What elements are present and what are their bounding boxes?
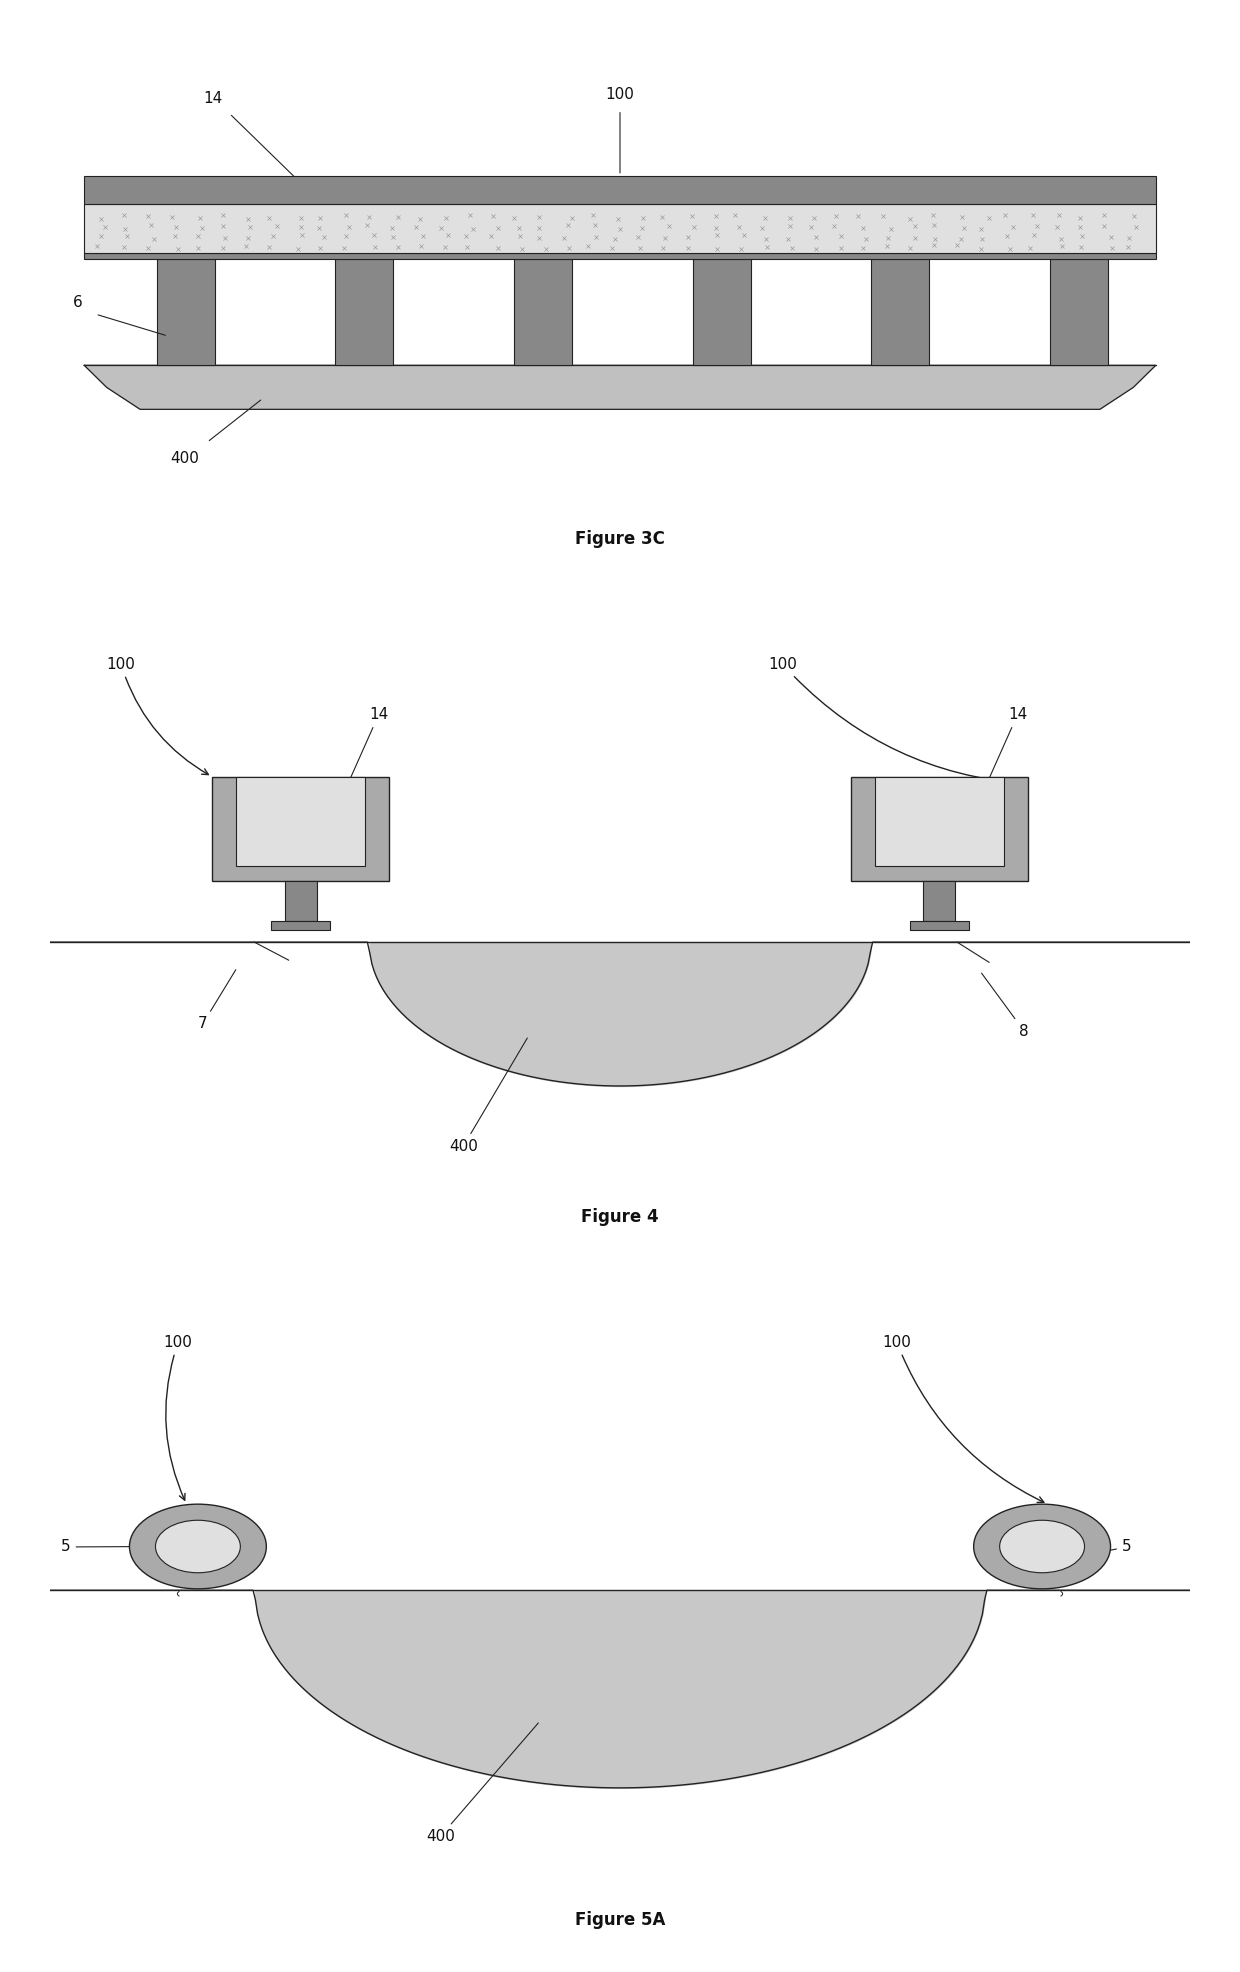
Text: 14: 14 bbox=[336, 708, 388, 810]
Text: 400: 400 bbox=[170, 452, 200, 465]
Bar bbox=[335, 258, 393, 365]
Text: Figure 4: Figure 4 bbox=[582, 1209, 658, 1227]
Text: 8: 8 bbox=[982, 972, 1029, 1039]
Bar bbox=[156, 258, 215, 365]
Text: 100: 100 bbox=[769, 657, 1023, 787]
Bar bbox=[870, 258, 929, 365]
Text: Figure 5A: Figure 5A bbox=[575, 1911, 665, 1929]
Circle shape bbox=[999, 1520, 1085, 1574]
Text: 100: 100 bbox=[883, 1335, 1044, 1503]
Text: 100: 100 bbox=[164, 1335, 192, 1501]
Text: 100: 100 bbox=[605, 87, 635, 103]
Polygon shape bbox=[84, 365, 1156, 410]
Bar bbox=[270, 921, 330, 931]
Circle shape bbox=[973, 1505, 1111, 1589]
Text: 100: 100 bbox=[107, 657, 208, 775]
Bar bbox=[212, 777, 389, 881]
Bar bbox=[236, 777, 365, 866]
Text: 5: 5 bbox=[61, 1540, 154, 1554]
Bar bbox=[693, 258, 750, 365]
Bar bbox=[910, 921, 970, 931]
Bar bbox=[515, 258, 572, 365]
Circle shape bbox=[129, 1505, 267, 1589]
Bar bbox=[924, 881, 955, 921]
Text: 5: 5 bbox=[1096, 1540, 1132, 1554]
Text: 400: 400 bbox=[449, 1037, 527, 1154]
Text: 14: 14 bbox=[975, 708, 1027, 810]
Bar bbox=[875, 777, 1004, 866]
Text: 7: 7 bbox=[198, 970, 236, 1031]
Text: 6: 6 bbox=[73, 296, 83, 310]
Text: Figure 3C: Figure 3C bbox=[575, 530, 665, 548]
Bar bbox=[1049, 258, 1107, 365]
Bar bbox=[84, 252, 1156, 258]
Bar bbox=[84, 203, 1156, 252]
Bar bbox=[851, 777, 1028, 881]
Text: 400: 400 bbox=[427, 1724, 538, 1844]
Text: 14: 14 bbox=[203, 91, 222, 106]
Bar bbox=[285, 881, 316, 921]
Circle shape bbox=[155, 1520, 241, 1574]
Bar bbox=[84, 176, 1156, 203]
